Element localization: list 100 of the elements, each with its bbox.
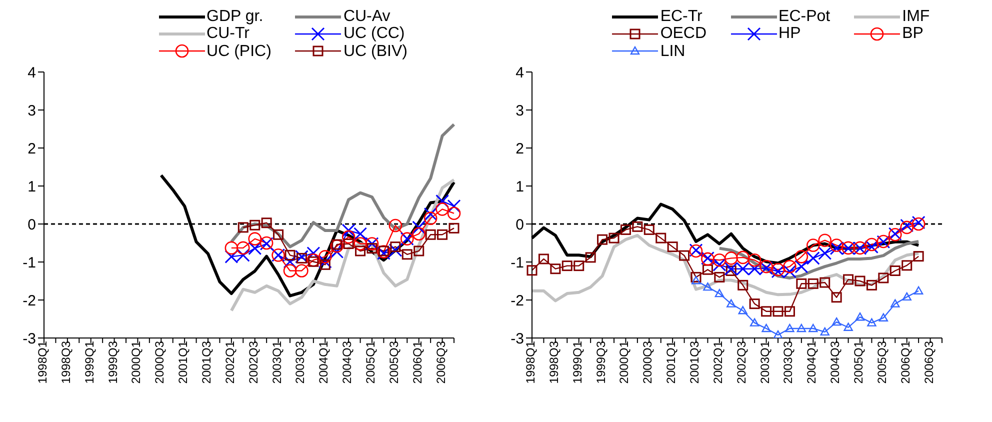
y-tick-label: -3 [22, 330, 36, 348]
point [726, 265, 736, 276]
y-tick-label: 4 [28, 64, 36, 82]
point [808, 324, 818, 332]
y-tick-label: 0 [28, 216, 36, 234]
x-tick-label: 2000Q3 [640, 340, 655, 384]
point [843, 274, 854, 285]
point [318, 250, 332, 264]
legend-label: UC (CC) [343, 25, 405, 42]
point [390, 242, 401, 252]
point [783, 260, 796, 274]
point [656, 232, 666, 244]
point [295, 264, 308, 278]
point [831, 292, 842, 303]
y-tick-label: 4 [516, 64, 524, 82]
point [248, 242, 262, 256]
point [597, 234, 608, 245]
x-tick-label: 2006Q3 [922, 340, 936, 384]
point [667, 242, 678, 252]
point [796, 278, 807, 289]
x-tick-label: 2001Q3 [200, 340, 214, 384]
point [585, 252, 596, 263]
x-tick-label: 2004Q1 [804, 340, 819, 384]
point [608, 232, 620, 244]
x-tick-label: 2006Q1 [410, 340, 424, 384]
point [414, 246, 424, 256]
point [330, 239, 344, 253]
point [306, 253, 320, 267]
x-tick-label: 2003Q1 [758, 340, 772, 384]
point [902, 292, 912, 301]
y-tick-label: 3 [28, 102, 36, 120]
x-tick-label: 2001Q1 [664, 340, 678, 384]
legend-label: GDP gr. [206, 8, 264, 26]
point [308, 256, 319, 267]
point [447, 199, 461, 213]
point [832, 317, 842, 326]
x-tick-label: 2002Q3 [734, 340, 748, 384]
point [820, 327, 830, 336]
point [250, 220, 260, 230]
x-tick-label: 2003Q3 [293, 340, 308, 384]
x-tick-label: 2002Q3 [246, 340, 260, 384]
point [702, 264, 713, 275]
point [330, 244, 344, 258]
point [318, 254, 332, 268]
point [830, 238, 844, 252]
legend-label: CU-Av [343, 8, 390, 26]
point [808, 278, 818, 289]
x-tick-label: 2002Q1 [222, 340, 237, 384]
x-tick-label: 1999Q1 [570, 340, 584, 384]
point [224, 241, 238, 255]
point [749, 298, 760, 310]
point [748, 253, 762, 267]
point [854, 276, 866, 286]
y-tick-label: -1 [22, 254, 36, 272]
point [342, 230, 356, 244]
point [714, 288, 724, 298]
point [526, 265, 538, 276]
x-tick-label: 2005Q3 [874, 340, 889, 384]
point [354, 237, 367, 250]
point [562, 260, 572, 272]
x-tick-label: 2003Q1 [270, 340, 284, 384]
point [818, 234, 832, 247]
point [437, 229, 448, 240]
x-tick-label: 1998Q3 [58, 340, 73, 384]
x-tick-label: 1998Q1 [36, 340, 50, 384]
x-tick-label: 2004Q3 [828, 340, 842, 384]
point [690, 272, 702, 282]
point [736, 250, 750, 264]
x-tick-label: 2002Q1 [710, 340, 725, 384]
point [343, 238, 354, 250]
point [332, 239, 342, 250]
point [890, 299, 900, 308]
point [772, 306, 784, 317]
x-tick-label: 2005Q1 [852, 340, 866, 384]
point [238, 222, 248, 233]
x-tick-label: 1999Q3 [594, 340, 608, 384]
point [913, 251, 924, 262]
point [284, 250, 296, 260]
point [248, 232, 262, 246]
point [644, 224, 654, 235]
y-tick-label: -3 [510, 330, 524, 348]
point [296, 252, 307, 264]
point [820, 277, 830, 288]
point [388, 218, 402, 232]
x-tick-label: 1999Q1 [82, 340, 96, 384]
x-tick-label: 2005Q1 [364, 340, 378, 384]
point [738, 280, 748, 290]
legend-label: UC (PIC) [206, 42, 272, 60]
point [724, 252, 738, 265]
point [794, 260, 808, 274]
point [865, 238, 878, 252]
point [261, 218, 272, 228]
point [762, 324, 771, 332]
point [773, 330, 783, 338]
x-tick-label: 2001Q1 [176, 340, 190, 384]
y-tick-label: -1 [510, 254, 524, 272]
point [785, 324, 794, 332]
point [283, 264, 297, 278]
point [866, 280, 877, 290]
x-tick-label: 2004Q1 [316, 340, 331, 384]
